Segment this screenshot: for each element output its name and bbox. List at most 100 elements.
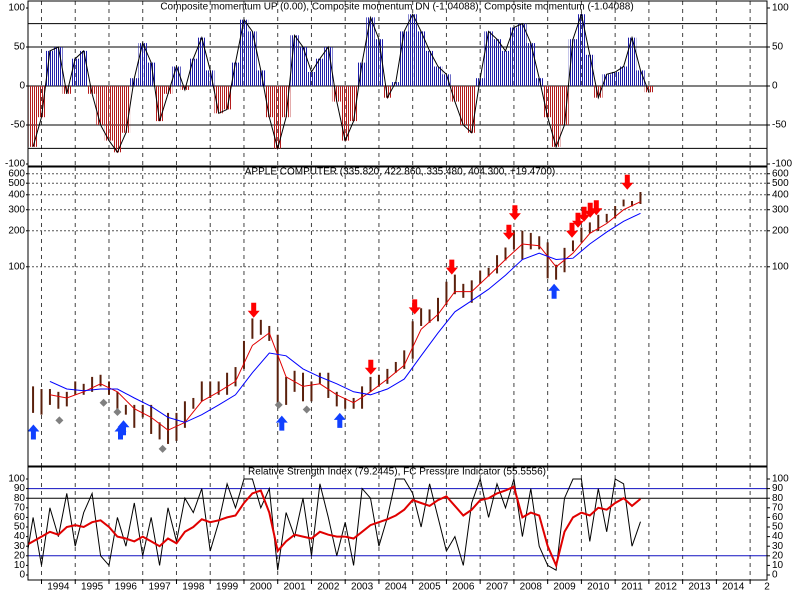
momentum-bar xyxy=(265,86,274,118)
momentum-bar xyxy=(459,86,468,125)
sell-arrow xyxy=(572,212,584,228)
y-tick-label-right: -100 xyxy=(772,159,792,170)
indicator-line xyxy=(28,485,642,569)
momentum-bar xyxy=(400,31,409,86)
moving-average xyxy=(49,212,641,423)
x-tick-label: 2006 xyxy=(452,582,475,592)
momentum-bar xyxy=(526,43,536,86)
momentum-bar xyxy=(172,66,181,86)
x-tick-label: 2000 xyxy=(250,582,273,592)
momentum-bar xyxy=(425,50,434,86)
momentum-bar xyxy=(467,86,476,133)
x-tick-label: 1998 xyxy=(182,582,205,592)
momentum-bar xyxy=(163,86,173,94)
sell-arrow xyxy=(578,206,591,222)
momentum-bar xyxy=(543,86,552,118)
neutral-diamond xyxy=(99,398,108,407)
y-tick-label-left: 70 xyxy=(14,502,26,513)
momentum-bar xyxy=(87,86,97,94)
sell-arrow xyxy=(364,359,377,375)
y-tick-label-right: 40 xyxy=(772,531,784,542)
y-tick-label-left: 90 xyxy=(14,483,26,494)
y-tick-label-right: 200 xyxy=(772,225,789,236)
neutral-diamond xyxy=(274,400,283,409)
sell-arrow xyxy=(408,299,421,315)
y-tick-label-left: 20 xyxy=(14,550,26,561)
panel: 100 100 50 50 0 0 -50 -50 -100 -100 xyxy=(5,0,792,170)
y-tick-label-left: 10 xyxy=(14,560,26,571)
y-tick-label-right: 500 xyxy=(772,178,789,189)
buy-arrow xyxy=(117,420,130,436)
x-tick-label: 2005 xyxy=(418,582,441,592)
buy-arrow xyxy=(333,412,346,428)
momentum-bar xyxy=(636,70,645,86)
y-tick-label-left: 400 xyxy=(8,189,25,200)
x-tick-label: 2014 xyxy=(722,582,745,592)
momentum-bar xyxy=(189,58,198,86)
y-tick-label-left: 80 xyxy=(14,493,26,504)
momentum-bar xyxy=(509,27,519,86)
sell-arrow xyxy=(508,205,521,221)
momentum-bar xyxy=(484,31,493,86)
momentum-bar xyxy=(442,74,451,86)
momentum-bar xyxy=(222,86,232,110)
momentum-bar xyxy=(602,74,611,86)
sell-arrow xyxy=(445,259,458,275)
y-tick-label-right: 0 xyxy=(772,81,778,92)
momentum-bar xyxy=(37,86,46,118)
momentum-bar xyxy=(307,71,316,86)
momentum-bar xyxy=(492,39,502,86)
plot-area xyxy=(28,167,767,466)
momentum-bar xyxy=(28,86,38,147)
sell-arrow xyxy=(502,224,515,240)
x-tick-label: 2010 xyxy=(587,582,610,592)
momentum-outline xyxy=(32,12,650,154)
momentum-bar xyxy=(340,86,350,141)
momentum-bar xyxy=(146,62,156,86)
sell-arrow xyxy=(566,222,578,238)
y-tick-label-right: 300 xyxy=(772,204,789,215)
plot-area xyxy=(28,1,767,166)
momentum-bar xyxy=(130,78,139,86)
sell-arrow xyxy=(621,174,634,190)
momentum-bar xyxy=(96,86,105,125)
y-tick-label-left: 50 xyxy=(14,42,26,53)
y-tick-label-right: 400 xyxy=(772,189,789,200)
momentum-bar xyxy=(121,86,131,133)
momentum-bar xyxy=(551,86,561,147)
neutral-diamond xyxy=(113,408,122,417)
x-tick-label: 2 xyxy=(764,582,770,592)
momentum-bar xyxy=(332,86,341,102)
panel-border xyxy=(27,166,768,467)
momentum-bar xyxy=(214,86,223,114)
momentum-bar xyxy=(577,14,586,87)
momentum-bar xyxy=(324,47,333,86)
panel-border xyxy=(27,466,768,581)
neutral-diamond xyxy=(55,416,64,425)
momentum-bar xyxy=(197,37,207,86)
momentum-bar xyxy=(206,70,215,86)
x-tick-label: 2009 xyxy=(553,582,576,592)
x-tick-label: 1997 xyxy=(148,582,171,592)
momentum-bar xyxy=(138,43,147,86)
momentum-bar xyxy=(357,62,367,86)
panel-border xyxy=(27,0,768,167)
momentum-bar xyxy=(62,86,72,94)
y-tick-label-right: 50 xyxy=(772,522,784,533)
momentum-bar xyxy=(315,58,325,86)
y-tick-label-left: 300 xyxy=(8,204,25,215)
y-tick-label-left: -50 xyxy=(11,120,26,131)
y-tick-label-right: 600 xyxy=(772,168,789,179)
x-tick-label: 2004 xyxy=(385,582,408,592)
momentum-bar xyxy=(619,66,628,86)
x-tick-label: 1994 xyxy=(47,582,70,592)
momentum-bar xyxy=(518,23,527,87)
y-tick-label-right: 100 xyxy=(772,261,789,272)
y-tick-label-left: 200 xyxy=(8,225,25,236)
y-tick-label-left: -100 xyxy=(5,159,25,170)
y-tick-label-right: 30 xyxy=(772,541,784,552)
x-tick-label: 1999 xyxy=(216,582,239,592)
momentum-bar xyxy=(79,50,88,86)
